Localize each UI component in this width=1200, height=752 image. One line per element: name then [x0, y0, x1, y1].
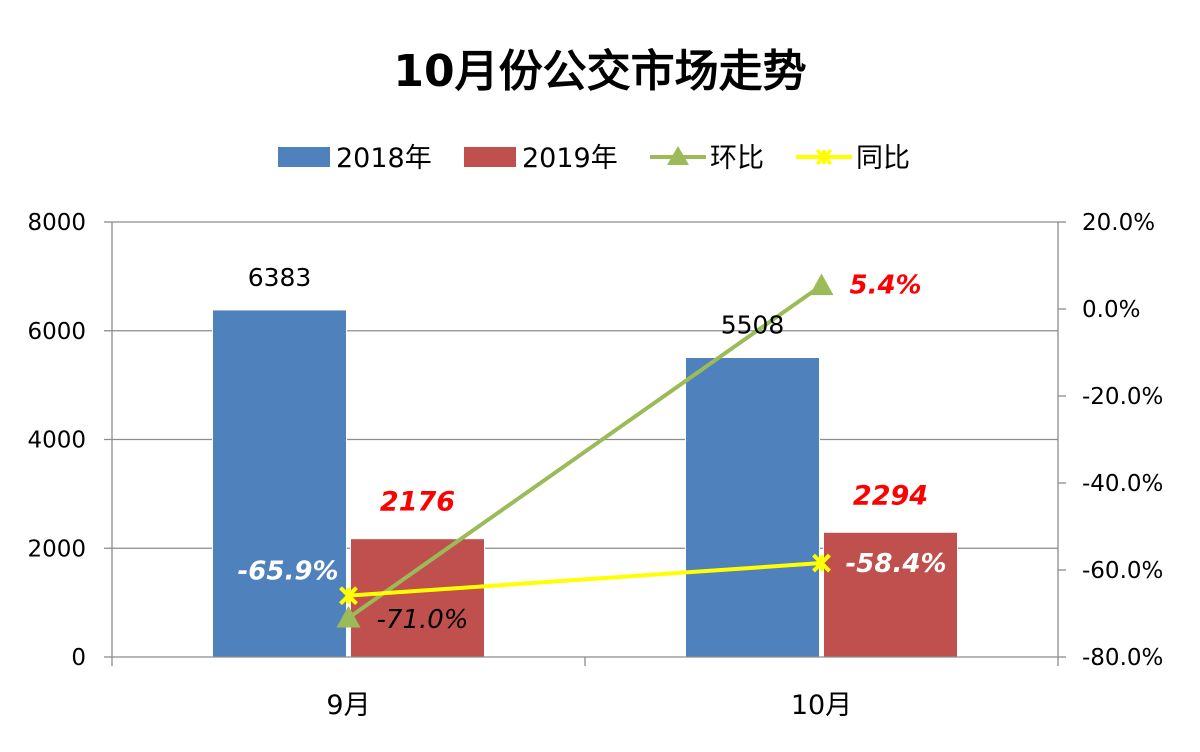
- legend-swatch-2018年: [278, 147, 330, 167]
- legend-swatch-2019年: [464, 147, 516, 167]
- data-label-tongbi: -58.4%: [846, 549, 947, 579]
- data-label-2018: 6383: [248, 263, 312, 292]
- legend-label-同比: 同比: [856, 143, 910, 174]
- data-label-huanbi: 5.4%: [850, 271, 922, 301]
- y-right-tick-label: -20.0%: [1082, 384, 1163, 410]
- bar-2019年-10月: [823, 531, 958, 658]
- y-left-tick-label: 0: [71, 645, 86, 671]
- chart-bars: [212, 309, 958, 658]
- y-left-tick-label: 8000: [27, 210, 86, 236]
- bar-2019年-9月: [350, 538, 485, 658]
- chart-axes: 0 2000 4000 6000 8000 -80.0% -60.0% -40.0% -20.0…: [27, 210, 1163, 721]
- line-环比: [347, 283, 823, 620]
- y-right-tick-label: -40.0%: [1082, 471, 1163, 497]
- y-right-tick-label: 20.0%: [1082, 210, 1155, 236]
- y-right-tick-label: 0.0%: [1082, 297, 1140, 323]
- y-right-tick-label: -80.0%: [1082, 645, 1163, 671]
- legend-label-环比: 环比: [710, 143, 764, 174]
- data-label-2019: 2294: [853, 480, 928, 511]
- x-tick-label: 10月: [791, 690, 852, 721]
- marker-环比: [809, 273, 834, 296]
- marker-环比: [336, 605, 361, 628]
- data-label-2018: 5508: [721, 311, 785, 340]
- y-right-tick-label: -60.0%: [1082, 558, 1163, 584]
- chart-lines: [336, 273, 834, 628]
- chart-title: 10月份公交市场走势: [393, 46, 806, 97]
- y-left-tick-label: 4000: [27, 428, 86, 454]
- y-left-tick-label: 6000: [27, 319, 86, 345]
- marker-同比: [339, 586, 358, 606]
- data-label-tongbi: -65.9%: [238, 557, 339, 587]
- y-left-tick-label: 2000: [27, 536, 86, 562]
- line-同比: [348, 561, 822, 598]
- legend-marker-同比: [815, 148, 833, 166]
- marker-同比: [812, 553, 831, 573]
- x-tick-label: 9月: [326, 690, 370, 721]
- chart-legend: 2018年 2019年 环比 同比: [278, 143, 910, 174]
- bar-2018年-10月: [685, 357, 820, 658]
- legend-marker-环比: [667, 146, 689, 165]
- legend-label-2019年: 2019年: [522, 143, 618, 174]
- data-label-2019: 2176: [380, 487, 455, 518]
- data-label-huanbi: -71.0%: [377, 605, 469, 635]
- bar-2018年-9月: [212, 309, 347, 658]
- legend-label-2018年: 2018年: [336, 143, 432, 174]
- chart-data-labels: 6383 5508 2176 2294 -71.0% 5.4% -65.9% -58.4%: [238, 263, 947, 635]
